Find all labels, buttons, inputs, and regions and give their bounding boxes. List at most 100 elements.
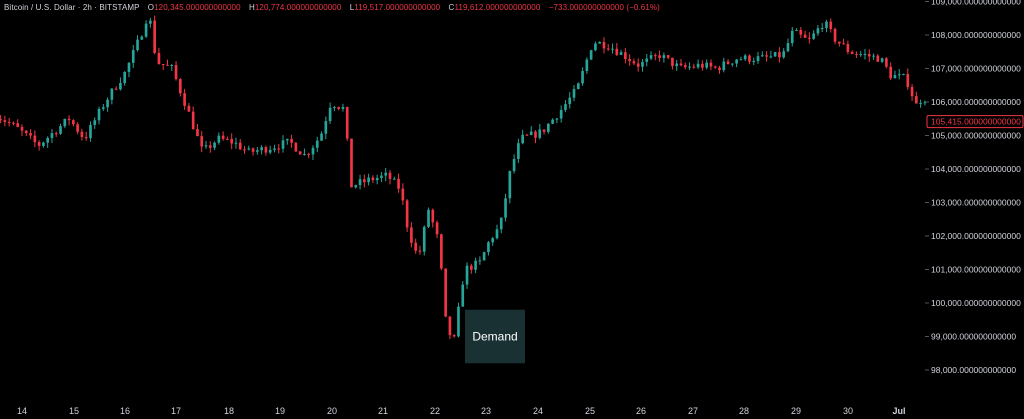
- y-tick-label: 100,000.000000000000: [931, 298, 1021, 308]
- candle-down: [910, 87, 914, 97]
- candle-up: [247, 148, 251, 150]
- x-tick-label: 16: [120, 406, 130, 416]
- candle-down: [72, 120, 75, 125]
- candle-down: [221, 135, 225, 139]
- candle-up: [260, 147, 263, 151]
- candle-up: [598, 41, 602, 44]
- candle-up: [256, 150, 259, 152]
- candle-down: [405, 200, 409, 228]
- candle-up: [392, 178, 396, 180]
- candle-up: [902, 74, 905, 76]
- candle-up: [217, 135, 221, 143]
- candle-up: [491, 238, 495, 243]
- candle-up: [354, 185, 358, 188]
- candle-down: [238, 142, 242, 150]
- candle-up: [662, 55, 666, 59]
- candle-down: [200, 136, 204, 147]
- candle-up: [529, 131, 533, 135]
- legend-header: Bitcoin / U.S. Dollar · 2h · BITSTAMP O1…: [4, 3, 660, 12]
- candle-up: [303, 153, 306, 155]
- candle-down: [469, 265, 473, 270]
- candle-down: [388, 172, 392, 179]
- candle-up: [675, 63, 679, 67]
- candle-down: [307, 153, 311, 155]
- close-value: 119,612.000000000000: [454, 3, 541, 12]
- demand-zone[interactable]: Demand: [465, 309, 525, 364]
- candle-up: [897, 74, 901, 76]
- candle-down: [683, 65, 687, 68]
- candle-up: [581, 70, 584, 84]
- candle-up: [893, 75, 897, 79]
- x-tick-label: 20: [327, 406, 337, 416]
- candle-up: [93, 120, 97, 125]
- candle-down: [230, 138, 234, 144]
- candle-up: [743, 55, 747, 60]
- candle-down: [906, 74, 910, 88]
- candle-up: [769, 56, 773, 58]
- candle-down: [748, 55, 751, 62]
- candle-up: [149, 20, 152, 24]
- candle-down: [846, 44, 850, 52]
- low-label: L: [349, 3, 355, 12]
- candle-up: [380, 175, 383, 178]
- low-value: 119,517.000000000000: [354, 3, 441, 12]
- x-tick-label: 18: [224, 406, 234, 416]
- candle-down: [179, 79, 182, 94]
- candle-down: [431, 209, 435, 223]
- candle-up: [812, 33, 815, 39]
- candle-up: [499, 217, 503, 230]
- x-tick-label: 23: [481, 406, 491, 416]
- x-tick-label: 22: [430, 406, 440, 416]
- candle-up: [333, 107, 336, 109]
- candle-down: [37, 142, 41, 146]
- candle-down: [444, 268, 447, 317]
- candle-down: [20, 126, 24, 131]
- candle-down: [765, 55, 768, 57]
- price-axis[interactable]: 98,000.000000000000 99,000.000000000000 10…: [925, 0, 1021, 375]
- candle-up: [645, 58, 649, 62]
- candle-down: [226, 138, 229, 140]
- candle-up: [110, 88, 114, 100]
- candle-up: [735, 59, 738, 64]
- candle-down: [183, 93, 186, 106]
- candle-down: [345, 106, 349, 139]
- candle-up: [688, 66, 691, 68]
- x-tick-label: 26: [636, 406, 646, 416]
- candle-up: [461, 284, 465, 307]
- candle-down: [628, 59, 631, 62]
- candle-up: [136, 39, 139, 51]
- candle-down: [534, 131, 537, 138]
- candle-down: [718, 67, 721, 71]
- candle-up: [760, 55, 764, 57]
- candle-down: [24, 130, 28, 134]
- candle-up: [705, 62, 708, 68]
- candle-down: [602, 41, 606, 49]
- candle-up: [589, 50, 593, 60]
- candle-down: [157, 52, 161, 65]
- last-price-tag-box: [926, 115, 1024, 129]
- candle-down: [799, 29, 803, 35]
- candle-down: [808, 37, 811, 39]
- candle-down: [161, 64, 165, 66]
- candle-down: [803, 34, 807, 38]
- candle-down: [174, 65, 178, 80]
- candle-down: [371, 177, 375, 181]
- candle-down: [778, 52, 781, 58]
- time-axis[interactable]: 14 15 16 17 18 19 20 21 22 23 24 25 26 27 28 29 30 Jul: [17, 406, 906, 416]
- candle-down: [448, 316, 452, 336]
- candle-down: [915, 96, 918, 104]
- candle-down: [666, 55, 670, 58]
- candle-up: [59, 126, 62, 134]
- candle-up: [119, 83, 122, 90]
- candle-down: [842, 43, 845, 45]
- candle-down: [679, 63, 683, 66]
- demand-box[interactable]: [465, 309, 525, 364]
- y-tick-label: 103,000.000000000000: [931, 198, 1021, 208]
- high-value: 120,774.000000000000: [254, 3, 342, 12]
- candle-down: [692, 66, 696, 68]
- candle-up: [696, 63, 700, 68]
- x-tick-label: 14: [17, 406, 27, 416]
- candle-up: [795, 29, 798, 31]
- candle-down: [84, 136, 88, 139]
